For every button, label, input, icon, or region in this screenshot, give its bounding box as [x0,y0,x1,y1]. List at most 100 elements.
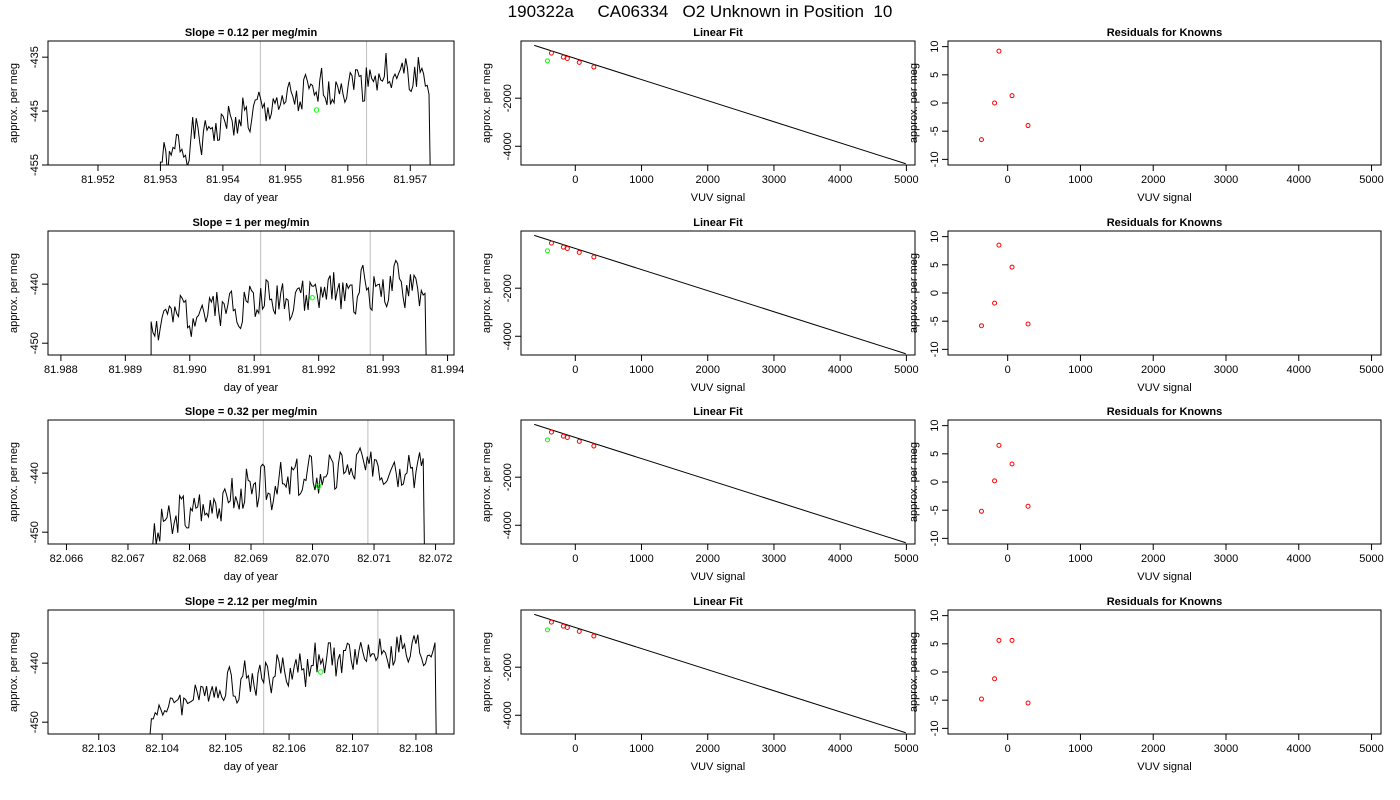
panel-title: Residuals for Knowns [1107,27,1223,39]
residual-point [1009,264,1015,270]
residual-point [996,48,1002,54]
x-tick-label: 3000 [1214,364,1238,376]
panel-fit-4: Linear Fit 0 1000 2000 3000 4000 5000 -2000 -400… [481,596,919,773]
known-point [564,624,570,630]
x-tick-label: 0 [1005,364,1011,376]
y-tick-label: -440 [29,462,41,484]
plot-frame [520,40,916,166]
y-axis-label: approx. per meg [8,632,20,712]
plot-area [534,44,906,165]
known-point [591,64,597,70]
panel-fit-3: Linear Fit 0 1000 2000 3000 4000 5000 -2000 -400… [481,406,919,583]
known-point [591,254,597,260]
time-series-line [159,52,431,165]
y-axis-label: approx. per meg [8,253,20,333]
known-point [560,54,566,60]
known-point [560,244,566,250]
x-tick-label: 81.994 [431,364,465,376]
x-tick-label: 82.108 [399,743,433,755]
time-series-line [150,259,427,355]
residual-point [996,442,1002,448]
residual-point [978,323,984,329]
known-point [564,55,570,61]
plot-area [159,41,431,165]
y-tick-label: -440 [29,273,41,295]
unknown-point [544,437,550,443]
panel-title: Slope = 0.32 per meg/min [185,406,318,418]
x-tick-label: 81.990 [173,364,207,376]
y-tick-label: -4000 [502,322,514,350]
x-tick-label: 5000 [1359,364,1383,376]
y-tick-label: 0 [929,669,941,675]
plot-frame [947,40,1382,166]
y-tick-label: -10 [929,530,941,546]
x-tick-label: 81.992 [302,364,336,376]
y-tick-label: -10 [929,151,941,167]
x-tick-label: 1000 [629,364,653,376]
y-tick-label: 10 [929,610,941,622]
y-axis-label: approx. per meg [481,63,493,143]
panel-fit-1: Linear Fit 0 1000 2000 3000 4000 5000 -2000 -400… [481,27,919,204]
residual-point [996,637,1002,643]
x-tick-label: 4000 [828,743,852,755]
x-axis-label: VUV signal [691,192,745,204]
x-tick-label: 82.070 [296,553,330,565]
plot-area [978,242,1031,329]
unknown-point [544,248,550,254]
panel-title: Slope = 0.12 per meg/min [185,27,318,39]
plot-area [978,637,1031,706]
y-tick-label: -5 [929,695,941,705]
plot-frame [947,609,1382,735]
unknown-mean-point [309,295,315,301]
y-tick-label: 0 [929,100,941,106]
panel-title: Linear Fit [693,406,743,418]
plot-frame [947,419,1382,545]
x-axis-label: VUV signal [1137,761,1191,773]
y-tick-label: 10 [929,420,941,432]
y-tick-label: -2000 [502,463,514,491]
x-tick-label: 5000 [894,174,918,186]
x-tick-label: 3000 [762,174,786,186]
fit-line [534,423,906,544]
x-tick-label: 5000 [1359,174,1383,186]
y-tick-label: -450 [29,711,41,733]
x-tick-label: 1000 [1068,553,1092,565]
x-axis-label: VUV signal [691,382,745,394]
time-series-line [152,446,425,544]
x-tick-label: 82.068 [173,553,207,565]
residual-point [978,137,984,143]
x-tick-label: 1000 [629,743,653,755]
x-axis-label: VUV signal [1137,571,1191,583]
y-axis-label: approx. per meg [908,632,920,712]
known-point [548,240,554,246]
x-axis-label: day of year [224,382,279,394]
y-tick-label: -450 [29,332,41,354]
residual-point [1025,321,1031,327]
y-axis-label: approx. per meg [481,253,493,333]
x-tick-label: 0 [1005,743,1011,755]
unknown-point [544,58,550,64]
y-tick-label: -10 [929,341,941,357]
known-point [548,429,554,435]
y-axis-label: approx. per meg [908,63,920,143]
plot-area [534,234,906,355]
plot-area [149,610,437,734]
x-tick-label: 1000 [1068,743,1092,755]
x-tick-label: 81.952 [81,174,115,186]
known-point [560,623,566,629]
panel-resid-1: Residuals for Knowns 0 1000 2000 3000 4000 500… [908,27,1384,204]
plot-area [152,420,425,544]
x-tick-label: 2000 [1141,174,1165,186]
x-axis-label: day of year [224,571,279,583]
y-tick-label: -4000 [502,511,514,539]
fit-line [534,44,906,165]
x-tick-label: 0 [572,743,578,755]
panel-title: Slope = 2.12 per meg/min [185,596,318,608]
unknown-point [544,627,550,633]
x-tick-label: 4000 [1287,364,1311,376]
x-tick-label: 0 [1005,174,1011,186]
x-tick-label: 5000 [894,743,918,755]
x-tick-label: 1000 [629,553,653,565]
known-point [564,434,570,440]
x-axis-label: VUV signal [1137,192,1191,204]
